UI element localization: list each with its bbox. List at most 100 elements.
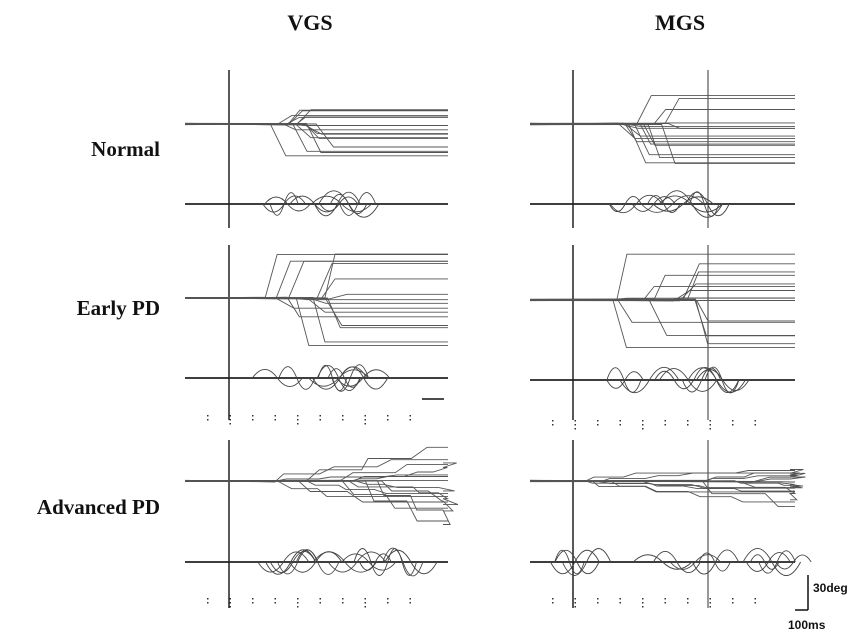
event-tick-mark xyxy=(755,420,757,422)
event-tick-mark xyxy=(642,420,644,422)
position-trace xyxy=(530,473,795,481)
event-tick-mark xyxy=(710,420,712,422)
event-tick-mark xyxy=(207,419,209,421)
event-tick-mark xyxy=(297,598,299,600)
event-tick-mark xyxy=(275,419,277,421)
event-tick-mark xyxy=(597,598,599,600)
event-tick-mark xyxy=(710,606,712,608)
event-tick-mark xyxy=(575,420,577,422)
event-tick-mark xyxy=(755,424,757,426)
event-tick-mark xyxy=(687,598,689,600)
event-tick-mark xyxy=(642,606,644,608)
event-tick-mark xyxy=(665,602,667,604)
event-tick-mark xyxy=(732,420,734,422)
event-tick-mark xyxy=(597,420,599,422)
event-tick-mark xyxy=(252,598,254,600)
event-tick-mark xyxy=(365,602,367,604)
event-tick-mark xyxy=(230,606,232,608)
event-tick-mark xyxy=(320,598,322,600)
event-tick-mark xyxy=(665,420,667,422)
event-tick-mark xyxy=(387,415,389,417)
event-tick-mark xyxy=(320,415,322,417)
event-tick-mark xyxy=(410,415,412,417)
event-tick-mark xyxy=(642,424,644,426)
event-tick-mark xyxy=(365,423,367,425)
event-tick-mark xyxy=(687,420,689,422)
position-trace xyxy=(185,481,458,504)
event-tick-mark xyxy=(320,419,322,421)
event-tick-mark xyxy=(207,598,209,600)
position-trace xyxy=(530,124,795,163)
event-tick-mark xyxy=(297,419,299,421)
event-tick-mark xyxy=(387,598,389,600)
event-tick-mark xyxy=(552,420,554,422)
event-tick-mark xyxy=(575,428,577,430)
position-trace xyxy=(185,264,448,299)
event-tick-mark xyxy=(642,598,644,600)
position-trace xyxy=(185,297,448,345)
position-trace xyxy=(530,264,795,301)
event-tick-mark xyxy=(755,598,757,600)
event-tick-mark xyxy=(552,598,554,600)
event-tick-mark xyxy=(342,419,344,421)
position-trace xyxy=(530,98,795,124)
event-tick-mark xyxy=(597,424,599,426)
scale-amplitude-label: 30deg xyxy=(813,581,848,595)
event-tick-mark xyxy=(575,598,577,600)
position-trace xyxy=(185,261,448,298)
position-trace xyxy=(185,481,448,497)
event-tick-mark xyxy=(320,602,322,604)
position-trace xyxy=(185,297,448,342)
position-trace xyxy=(530,300,795,348)
event-tick-mark xyxy=(297,423,299,425)
event-tick-mark xyxy=(687,602,689,604)
event-tick-mark xyxy=(620,598,622,600)
event-tick-mark xyxy=(575,424,577,426)
event-tick-mark xyxy=(575,602,577,604)
event-tick-mark xyxy=(207,415,209,417)
event-tick-mark xyxy=(207,602,209,604)
event-tick-mark xyxy=(410,602,412,604)
position-trace xyxy=(185,463,457,481)
position-trace xyxy=(530,254,795,301)
event-tick-mark xyxy=(252,419,254,421)
event-tick-mark xyxy=(230,423,232,425)
position-trace xyxy=(530,471,795,482)
event-tick-mark xyxy=(387,419,389,421)
position-trace xyxy=(530,300,795,321)
position-trace xyxy=(530,275,795,299)
event-tick-mark xyxy=(342,602,344,604)
event-tick-mark xyxy=(620,602,622,604)
position-trace xyxy=(530,300,795,335)
position-trace xyxy=(530,123,795,136)
event-tick-mark xyxy=(710,602,712,604)
position-trace xyxy=(530,299,795,344)
event-tick-mark xyxy=(230,602,232,604)
event-tick-mark xyxy=(410,419,412,421)
position-trace xyxy=(185,481,455,491)
event-tick-mark xyxy=(230,415,232,417)
event-tick-mark xyxy=(230,598,232,600)
event-tick-mark xyxy=(365,598,367,600)
event-tick-mark xyxy=(710,428,712,430)
event-tick-mark xyxy=(552,602,554,604)
event-tick-mark xyxy=(597,602,599,604)
event-tick-mark xyxy=(365,419,367,421)
event-tick-mark xyxy=(297,602,299,604)
event-tick-mark xyxy=(387,602,389,604)
position-trace xyxy=(530,110,795,125)
event-tick-mark xyxy=(365,415,367,417)
position-trace xyxy=(185,254,448,298)
event-tick-mark xyxy=(665,424,667,426)
event-tick-mark xyxy=(552,424,554,426)
event-tick-mark xyxy=(575,606,577,608)
event-tick-mark xyxy=(620,424,622,426)
event-tick-mark xyxy=(665,598,667,600)
event-tick-mark xyxy=(365,606,367,608)
position-trace xyxy=(185,298,448,328)
event-tick-mark xyxy=(687,424,689,426)
event-tick-mark xyxy=(275,415,277,417)
event-tick-mark xyxy=(275,598,277,600)
event-tick-mark xyxy=(732,424,734,426)
